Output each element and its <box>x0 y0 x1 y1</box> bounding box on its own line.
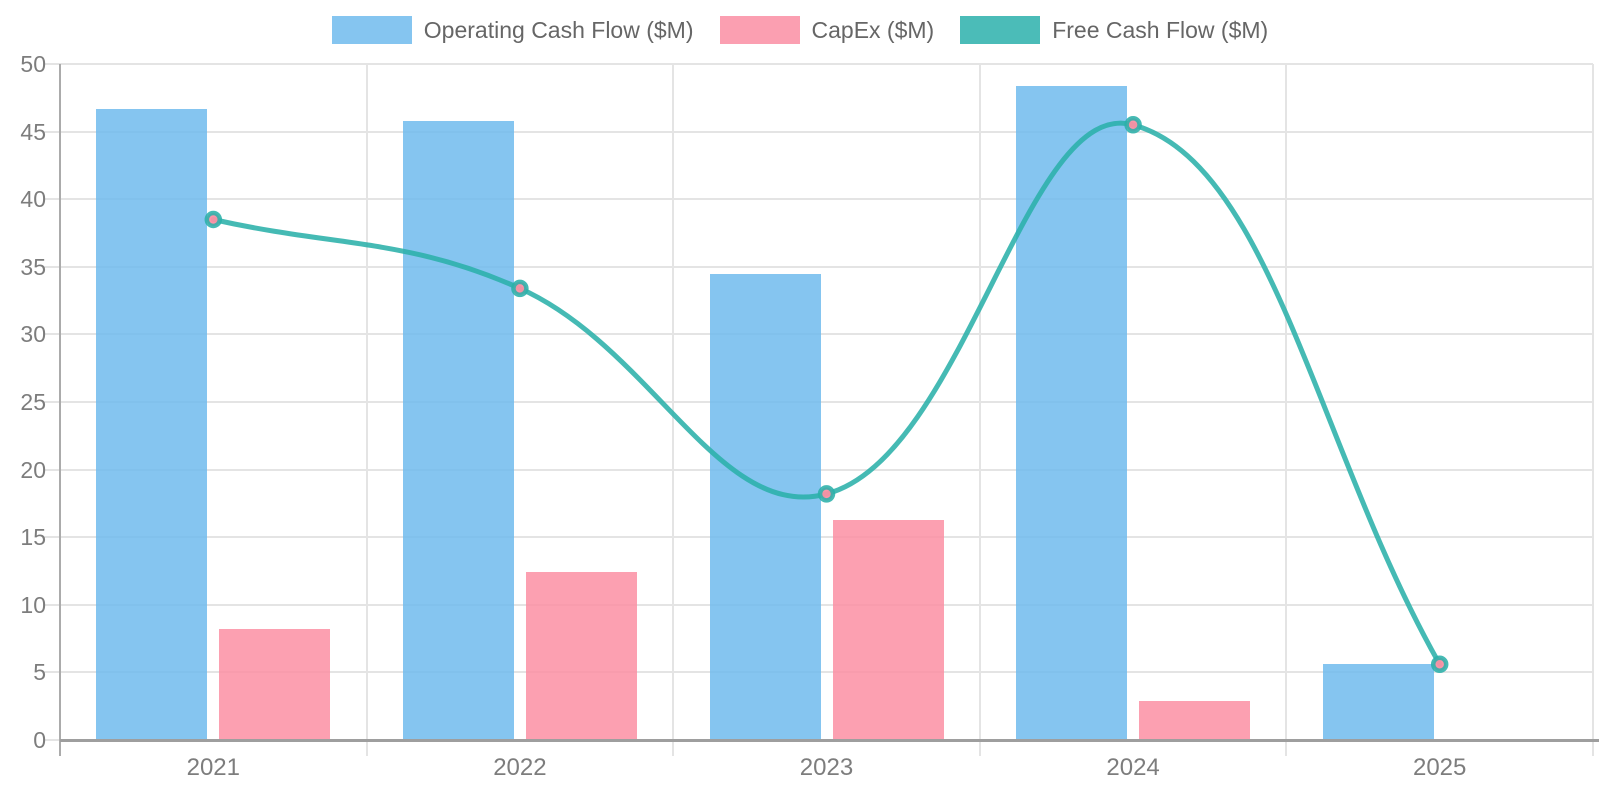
y-tick-mark <box>44 536 60 539</box>
y-axis-label: 20 <box>20 456 46 483</box>
h-gridline-5 <box>60 671 1593 674</box>
x-axis-label-2025: 2025 <box>1412 754 1467 781</box>
h-gridline-25 <box>60 401 1593 403</box>
y-axis-label: 10 <box>20 591 46 618</box>
legend-swatch-icon <box>960 16 1041 44</box>
x-axis-line <box>60 739 1599 742</box>
bar-operating-cash-flow-m-2024[interactable] <box>1016 85 1128 740</box>
h-gridline-35 <box>60 265 1593 268</box>
y-tick-mark <box>44 603 60 606</box>
h-gridline-50 <box>60 63 1593 65</box>
free-cash-flow-m-line <box>210 120 1443 667</box>
y-axis-line <box>59 64 61 756</box>
y-axis-label: 0 <box>33 727 46 753</box>
y-tick-mark <box>44 130 60 133</box>
h-gridline-40 <box>60 198 1593 201</box>
free-cash-flow-m-point-2023[interactable] <box>817 485 836 503</box>
bar-capex-m-2024[interactable] <box>1139 700 1251 740</box>
legend-label: CapEx ($M) <box>811 16 935 43</box>
y-tick-mark <box>44 198 60 201</box>
bar-capex-m-2021[interactable] <box>219 629 331 740</box>
h-gridline-30 <box>60 333 1593 336</box>
bar-capex-m-2022[interactable] <box>525 572 637 740</box>
y-axis-label: 35 <box>20 253 46 280</box>
v-gridline <box>1285 64 1288 756</box>
y-tick-mark <box>44 333 60 336</box>
free-cash-flow-m-point-2025[interactable] <box>1430 655 1449 674</box>
y-tick-mark <box>44 468 60 471</box>
legend-label: Operating Cash Flow ($M) <box>423 16 694 43</box>
bar-capex-m-2023[interactable] <box>832 519 944 740</box>
free-cash-flow-m-point-2024[interactable] <box>1124 116 1142 134</box>
y-axis-label: 50 <box>20 51 46 77</box>
y-tick-mark <box>44 401 60 403</box>
bar-operating-cash-flow-m-2021[interactable] <box>96 108 208 740</box>
y-tick-mark <box>44 63 60 65</box>
v-gridline <box>978 64 981 756</box>
bar-operating-cash-flow-m-2023[interactable] <box>709 273 821 740</box>
h-gridline-45 <box>60 130 1593 133</box>
legend-label: Free Cash Flow ($M) <box>1052 16 1269 43</box>
y-tick-mark <box>44 265 60 268</box>
y-axis-label: 5 <box>33 659 46 686</box>
legend-item-capex-m[interactable]: CapEx ($M) <box>719 16 935 44</box>
y-tick-mark <box>44 739 60 741</box>
x-axis-label-2022: 2022 <box>493 754 547 781</box>
legend: Operating Cash Flow ($M) CapEx ($M) Free C… <box>0 16 1600 44</box>
bar-operating-cash-flow-m-2025[interactable] <box>1322 664 1434 740</box>
x-axis-label-2023: 2023 <box>799 754 854 781</box>
free-cash-flow-m-point-2022[interactable] <box>511 279 529 298</box>
h-gridline-10 <box>60 603 1593 606</box>
y-axis-label: 15 <box>20 524 46 551</box>
x-axis-label-2021: 2021 <box>186 754 240 781</box>
free-cash-flow-m-point-2021[interactable] <box>204 210 223 229</box>
y-axis-label: 40 <box>20 186 46 213</box>
legend-item-operating-cash-flow-m[interactable]: Operating Cash Flow ($M) <box>331 16 694 44</box>
y-axis-label: 25 <box>20 389 46 415</box>
legend-swatch-icon <box>331 16 412 44</box>
v-gridline <box>672 64 675 756</box>
legend-swatch-icon <box>719 16 800 44</box>
legend-item-free-cash-flow-m[interactable]: Free Cash Flow ($M) <box>960 16 1268 44</box>
h-gridline-15 <box>60 536 1593 539</box>
v-gridline <box>365 64 368 756</box>
v-gridline <box>1592 64 1594 756</box>
y-tick-mark <box>44 671 60 674</box>
y-axis-label: 45 <box>20 118 46 145</box>
h-gridline-20 <box>60 468 1593 471</box>
x-axis-label-2024: 2024 <box>1106 754 1160 781</box>
y-axis-label: 30 <box>20 321 46 348</box>
bar-operating-cash-flow-m-2022[interactable] <box>402 120 514 740</box>
